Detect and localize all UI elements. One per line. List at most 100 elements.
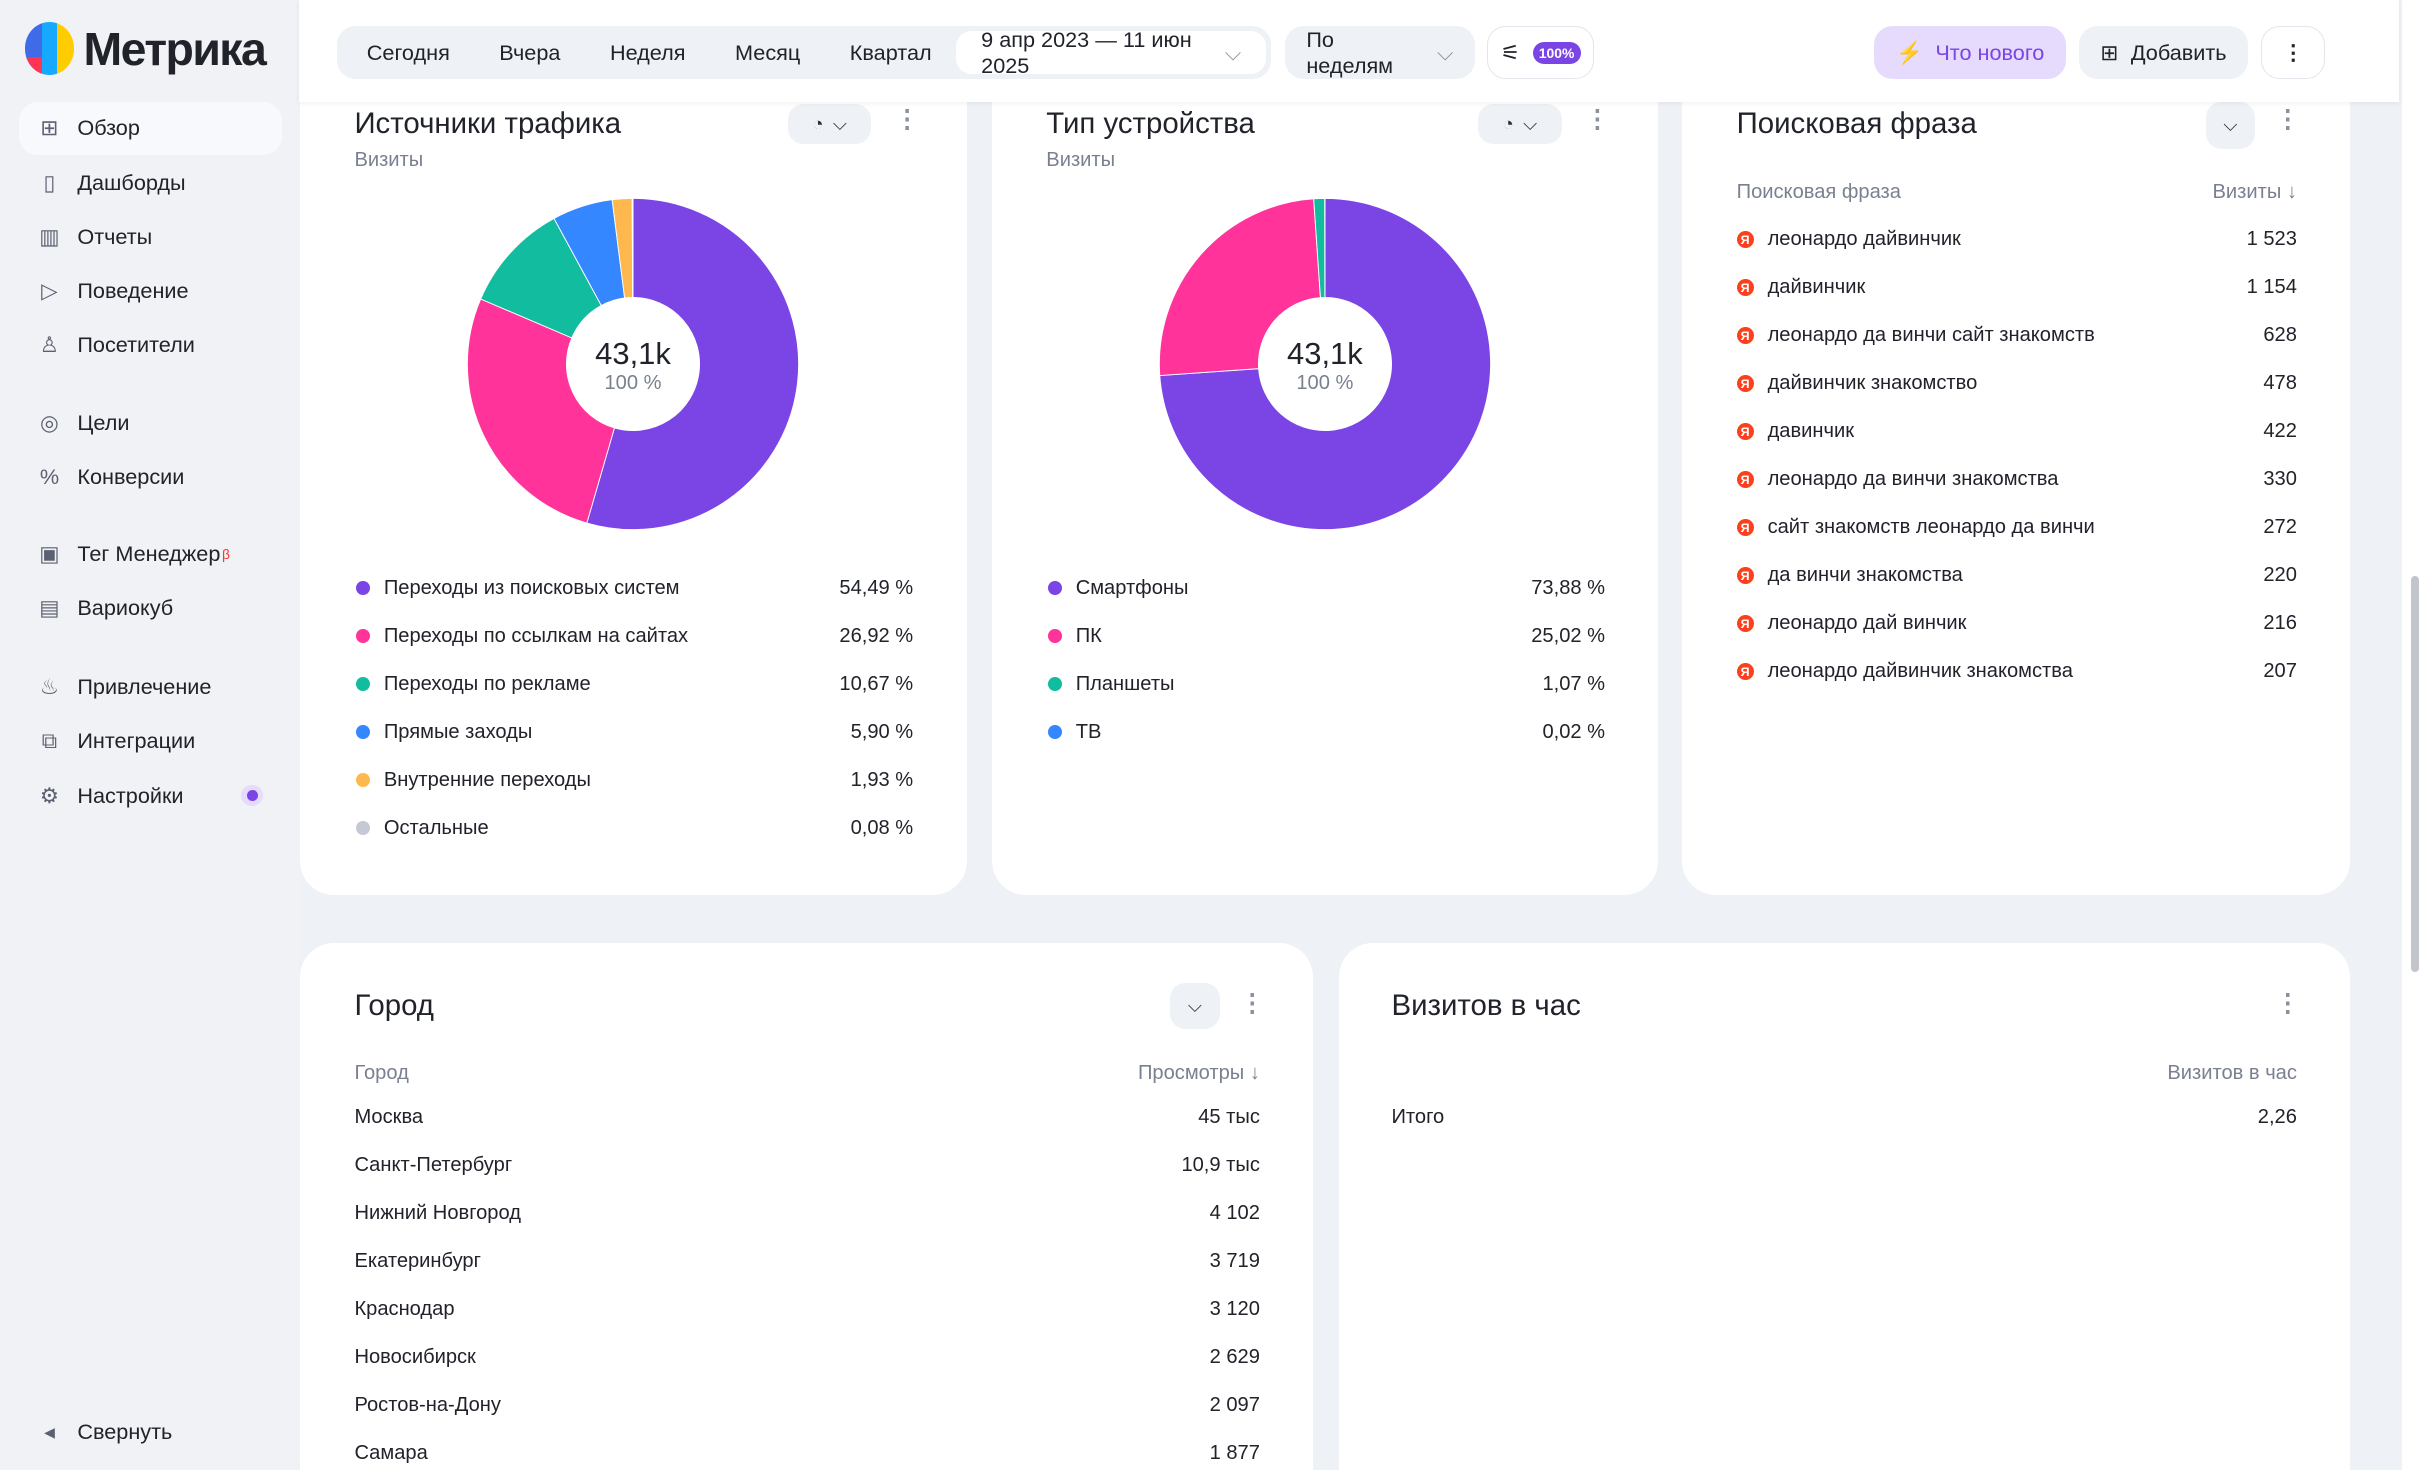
more-icon[interactable]: ⋮	[1584, 106, 1610, 134]
chart-type-button[interactable]: ◔ ⌵	[1478, 103, 1562, 144]
period-4[interactable]: Квартал	[849, 39, 932, 65]
period-2[interactable]: Неделя	[609, 39, 686, 65]
column-header-phrase[interactable]: Поисковая фраза	[1736, 181, 1901, 204]
sidebar-item-1[interactable]: ▯ Дашборды	[19, 156, 282, 209]
grouping-label: По неделям	[1306, 26, 1394, 78]
table-row[interactable]: Самара 1 877	[354, 1438, 1259, 1469]
card-title: Тип устройства	[1046, 106, 1255, 140]
pie-slice-1[interactable]	[467, 298, 616, 524]
sidebar-item-4[interactable]: ♙ Посетители	[19, 319, 282, 372]
whats-new-button[interactable]: ⚡ Что нового	[1874, 26, 2066, 79]
views-value: 1 877	[1209, 1441, 1260, 1464]
phrase-text: дайвинчик	[1767, 276, 1866, 299]
expand-button[interactable]: ⌵	[2205, 102, 2256, 149]
more-icon[interactable]: ⋮	[2275, 106, 2300, 134]
period-0[interactable]: Сегодня	[366, 39, 450, 65]
pie-slice-1[interactable]	[1158, 197, 1321, 376]
table-row[interactable]: Санкт-Петербург 10,9 тыс	[354, 1150, 1259, 1181]
search-phrase-card: Поисковая фраза ⌵ ⋮ Поисковая фраза Визит…	[1682, 46, 2350, 895]
legend-dot-icon	[355, 821, 370, 836]
sampling-badge: 100%	[1532, 41, 1581, 64]
sidebar-item-0[interactable]: ⊞ Обзор	[18, 102, 282, 155]
pie-slice-0[interactable]	[586, 197, 800, 530]
scrollbar[interactable]	[2402, 0, 2427, 1470]
add-button[interactable]: ⊞ Добавить	[2078, 26, 2249, 79]
yandex-icon: Я	[1736, 615, 1754, 633]
logo[interactable]: Метрика	[24, 22, 267, 76]
period-3[interactable]: Месяц	[735, 39, 801, 65]
legend-label: Смартфоны	[1075, 576, 1189, 599]
metrika-logo-icon	[24, 22, 75, 75]
legend-item[interactable]: Внутренние переходы 1,93 %	[355, 765, 913, 796]
legend-dot-icon	[1047, 677, 1062, 692]
legend-item[interactable]: Смартфоны 73,88 %	[1047, 573, 1605, 604]
sidebar-item-10[interactable]: ⧉ Интеграции	[19, 715, 282, 768]
expand-button[interactable]: ⌵	[1170, 982, 1220, 1030]
table-row[interactable]: Ростов-на-Дону 2 097	[354, 1390, 1259, 1421]
collapse-button[interactable]: ◂ Свернуть	[19, 1405, 282, 1458]
legend-label: Переходы по ссылкам на сайтах	[383, 624, 689, 647]
chevron-down-icon: ⌵	[1523, 112, 1538, 134]
sidebar-item-9[interactable]: ♨ Привлечение	[19, 661, 282, 714]
scrollbar-thumb[interactable]	[2411, 575, 2420, 973]
legend-item[interactable]: Прямые заходы 5,90 %	[355, 717, 913, 748]
legend-label: Прямые заходы	[383, 720, 533, 743]
sidebar-item-5[interactable]: ◎ Цели	[19, 396, 282, 449]
table-row[interactable]: Нижний Новгород 4 102	[354, 1198, 1259, 1229]
legend-item[interactable]: Остальные 0,08 %	[355, 813, 913, 844]
period-1[interactable]: Вчера	[499, 39, 561, 65]
table-row[interactable]: Екатеринбург 3 719	[354, 1246, 1259, 1277]
chart-type-button[interactable]: ◔ ⌵	[787, 103, 872, 144]
date-range-picker[interactable]: 9 апр 2023 — 11 июн 2025 ⌵	[956, 27, 1267, 78]
phrase-text: леонардо да винчи знакомства	[1767, 468, 2059, 491]
column-header-visits-per-hour[interactable]: Визитов в час	[2167, 1061, 2297, 1084]
lightning-icon: ⚡	[1896, 39, 1923, 65]
column-header-views[interactable]: Просмотры ↓	[1137, 1061, 1260, 1084]
table-row[interactable]: Краснодар 3 120	[354, 1294, 1259, 1325]
legend-item[interactable]: ПК 25,02 %	[1047, 621, 1605, 652]
legend-item[interactable]: Переходы по ссылкам на сайтах 26,92 %	[355, 621, 914, 652]
more-icon[interactable]: ⋮	[2275, 990, 2300, 1018]
legend-item[interactable]: Переходы из поисковых систем 54,49 %	[355, 573, 913, 604]
grouping-select[interactable]: По неделям ⌵	[1284, 26, 1476, 79]
sampling-button[interactable]: ⚟ 100%	[1487, 26, 1594, 79]
percent-icon: %	[39, 463, 60, 489]
sidebar-item-2[interactable]: ▥ Отчеты	[19, 211, 282, 264]
yandex-icon: Я	[1736, 519, 1754, 537]
column-header-city[interactable]: Город	[354, 1061, 409, 1084]
phrase-text: леонардо дайвинчик знакомства	[1767, 660, 2073, 683]
more-menu-button[interactable]: ⋮	[2261, 26, 2326, 79]
sidebar-item-3[interactable]: ▷ Поведение	[19, 265, 282, 318]
pie-slice-5[interactable]	[631, 197, 634, 298]
more-icon[interactable]: ⋮	[1239, 990, 1265, 1018]
sidebar-item-7[interactable]: ▣ Тег Менеджер β	[19, 528, 282, 581]
pie-slice-0[interactable]	[1159, 197, 1491, 530]
legend-label: Внутренние переходы	[383, 768, 591, 791]
table-row[interactable]: Новосибирск 2 629	[354, 1342, 1259, 1373]
table-row[interactable]: Москва 45 тыс	[354, 1102, 1259, 1133]
sidebar-item-6[interactable]: % Конверсии	[19, 450, 282, 503]
legend-item[interactable]: Планшеты 1,07 %	[1047, 669, 1605, 700]
more-icon[interactable]: ⋮	[894, 106, 920, 134]
legend-value: 26,92 %	[839, 624, 914, 647]
pie-center: 43,1k 100 %	[556, 336, 711, 395]
city-name: Краснодар	[354, 1297, 455, 1320]
legend-item[interactable]: ТВ 0,02 %	[1047, 717, 1605, 748]
sidebar-item-11[interactable]: ⚙ Настройки	[19, 769, 282, 822]
column-header-visits[interactable]: Визиты ↓	[2212, 181, 2297, 204]
sidebar-item-8[interactable]: ▤ Вариокуб	[19, 582, 282, 635]
legend-item[interactable]: Переходы по рекламе 10,67 %	[355, 669, 913, 700]
views-value: 3 120	[1209, 1297, 1260, 1320]
